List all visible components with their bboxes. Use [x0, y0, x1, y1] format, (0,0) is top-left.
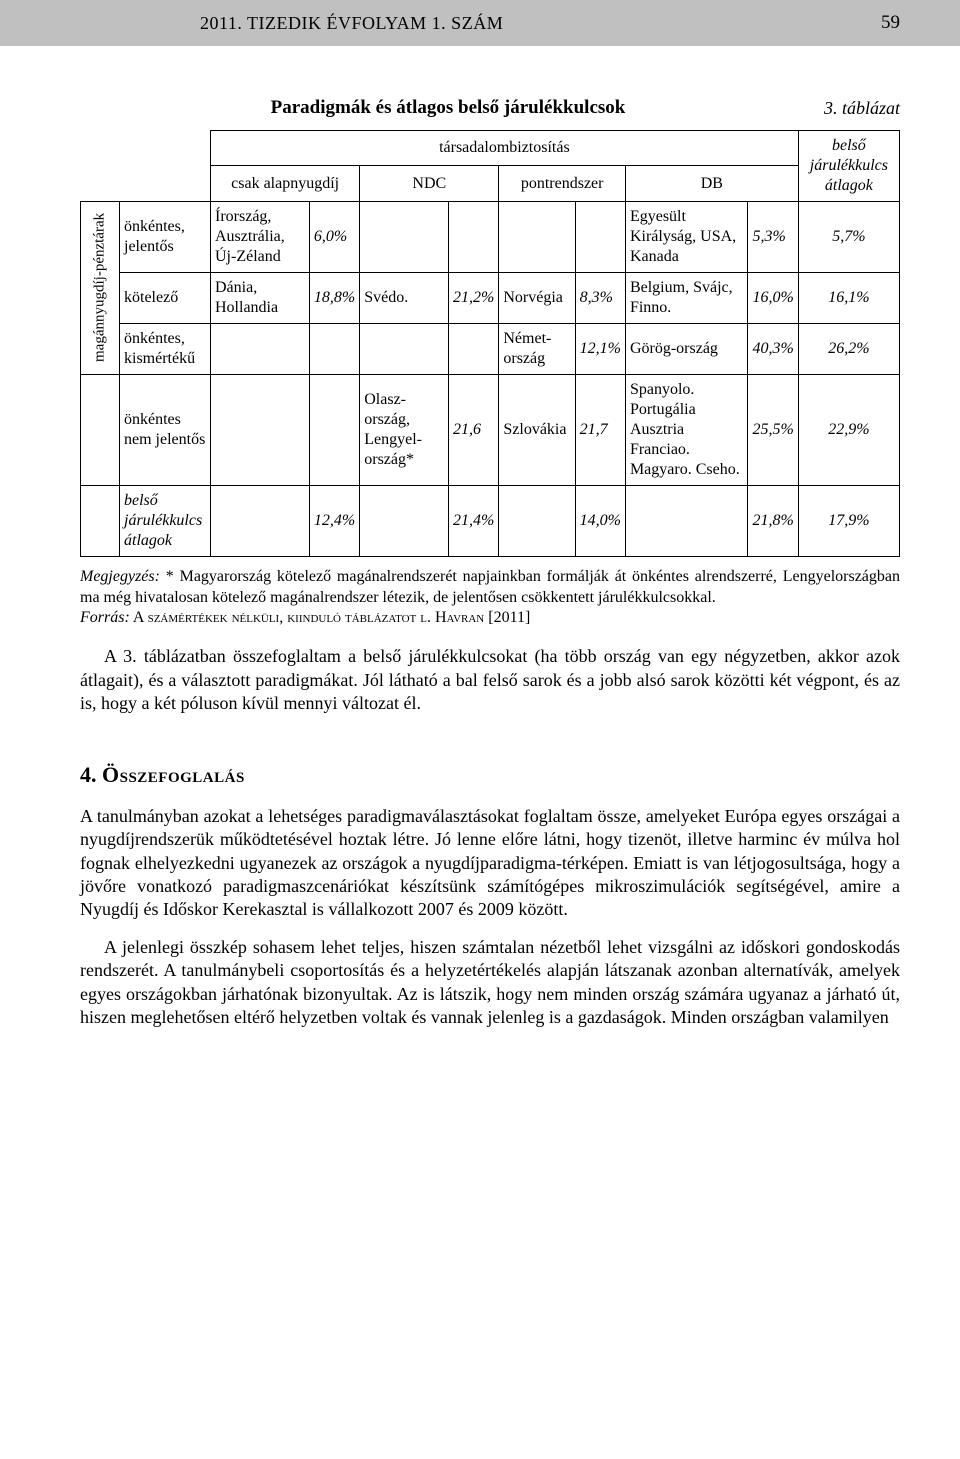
cell: 12,1%: [575, 323, 625, 374]
row-header-r3: önkéntes, kismértékű: [120, 323, 211, 374]
row-header-r5: belső járulékkulcs átlagok: [120, 485, 211, 556]
source-body: A számértékek nélküli, kiinduló táblázat…: [130, 609, 531, 626]
header-issue: 2011. TIZEDIK ÉVFOLYAM 1. SZÁM: [200, 12, 503, 35]
cell: [575, 201, 625, 272]
cell: 18,8%: [309, 272, 359, 323]
cell: 16,1%: [798, 272, 899, 323]
cell: [449, 201, 499, 272]
cell: 16,0%: [748, 272, 798, 323]
page-root: 2011. TIZEDIK ÉVFOLYAM 1. SZÁM 59 Paradi…: [0, 0, 960, 1089]
th-avg: belső járulékkulcs átlagok: [798, 130, 899, 201]
cell: Írország, Ausztrália, Új-Zéland: [211, 201, 310, 272]
table-corner-blank: [81, 130, 211, 201]
th-c4: DB: [625, 166, 798, 202]
cell: Görög-ország: [625, 323, 748, 374]
cell: [309, 323, 359, 374]
main-table: társadalombiztosítás belső járulékkulcs …: [80, 130, 900, 557]
cell: [211, 485, 310, 556]
cell: 25,5%: [748, 374, 798, 485]
cell: 40,3%: [748, 323, 798, 374]
table-title: Paradigmák és átlagos belső járulékkulcs…: [80, 96, 816, 120]
row-header-r1: önkéntes, jelentős: [120, 201, 211, 272]
running-header: 2011. TIZEDIK ÉVFOLYAM 1. SZÁM 59: [0, 0, 960, 46]
table-title-row: Paradigmák és átlagos belső járulékkulcs…: [80, 96, 900, 120]
cell-blank: [81, 485, 120, 556]
table-number-label: 3. táblázat: [824, 97, 900, 120]
row-header-r4: önkéntes nem jelentős: [120, 374, 211, 485]
cell-blank: [81, 374, 120, 485]
cell: [625, 485, 748, 556]
cell: 5,7%: [798, 201, 899, 272]
cell: Svédo.: [360, 272, 449, 323]
cell: Dánia, Hollandia: [211, 272, 310, 323]
th-c2: NDC: [360, 166, 499, 202]
side-header-rotated: magánnyugdíj-pénztárak: [81, 201, 120, 374]
body-paragraph: A 3. táblázatban összefoglaltam a belső …: [80, 645, 900, 715]
cell: 17,9%: [798, 485, 899, 556]
cell: Spanyolo. Portugália Ausztria Franciao. …: [625, 374, 748, 485]
th-super-header: társadalombiztosítás: [211, 130, 799, 166]
table-row: kötelező Dánia, Hollandia 18,8% Svédo. 2…: [81, 272, 900, 323]
cell: [499, 201, 575, 272]
cell: Szlovákia: [499, 374, 575, 485]
cell: 14,0%: [575, 485, 625, 556]
cell: 21,7: [575, 374, 625, 485]
table-row: önkéntes, kismértékű Német-ország 12,1% …: [81, 323, 900, 374]
note-label: Megjegyzés:: [80, 568, 160, 585]
cell: [360, 323, 449, 374]
cell: [360, 485, 449, 556]
cell: [360, 201, 449, 272]
th-c3: pontrendszer: [499, 166, 626, 202]
cell: 21,6: [449, 374, 499, 485]
header-page-number: 59: [881, 11, 900, 35]
cell: [211, 374, 310, 485]
cell: Olasz-ország, Lengyel-ország*: [360, 374, 449, 485]
section-number: 4.: [80, 762, 97, 787]
cell: 6,0%: [309, 201, 359, 272]
section-heading: 4. Összefoglalás: [80, 761, 900, 789]
body-paragraph: A tanulmányban azokat a lehetséges parad…: [80, 805, 900, 922]
cell: [211, 323, 310, 374]
cell: 22,9%: [798, 374, 899, 485]
cell: 26,2%: [798, 323, 899, 374]
cell: Német-ország: [499, 323, 575, 374]
source-label: Forrás:: [80, 609, 130, 626]
cell: [309, 374, 359, 485]
cell: 8,3%: [575, 272, 625, 323]
table-note: Megjegyzés: * Magyarország kötelező magá…: [80, 567, 900, 629]
table-row: önkéntes nem jelentős Olasz-ország, Leng…: [81, 374, 900, 485]
cell: 21,4%: [449, 485, 499, 556]
cell: 21,8%: [748, 485, 798, 556]
cell: Belgium, Svájc, Finno.: [625, 272, 748, 323]
body-paragraph: A jelenlegi összkép sohasem lehet teljes…: [80, 936, 900, 1030]
cell: Egyesült Királyság, USA, Kanada: [625, 201, 748, 272]
note-body: * Magyarország kötelező magánalrendszeré…: [80, 568, 900, 606]
cell: Norvégia: [499, 272, 575, 323]
table-header-row-1: társadalombiztosítás belső járulékkulcs …: [81, 130, 900, 166]
table-row: magánnyugdíj-pénztárak önkéntes, jelentő…: [81, 201, 900, 272]
cell: [449, 323, 499, 374]
section-title: Összefoglalás: [102, 762, 245, 787]
cell: [499, 485, 575, 556]
table-row: belső járulékkulcs átlagok 12,4% 21,4% 1…: [81, 485, 900, 556]
cell: 21,2%: [449, 272, 499, 323]
row-header-r2: kötelező: [120, 272, 211, 323]
cell: 5,3%: [748, 201, 798, 272]
th-c1: csak alapnyugdíj: [211, 166, 360, 202]
cell: 12,4%: [309, 485, 359, 556]
